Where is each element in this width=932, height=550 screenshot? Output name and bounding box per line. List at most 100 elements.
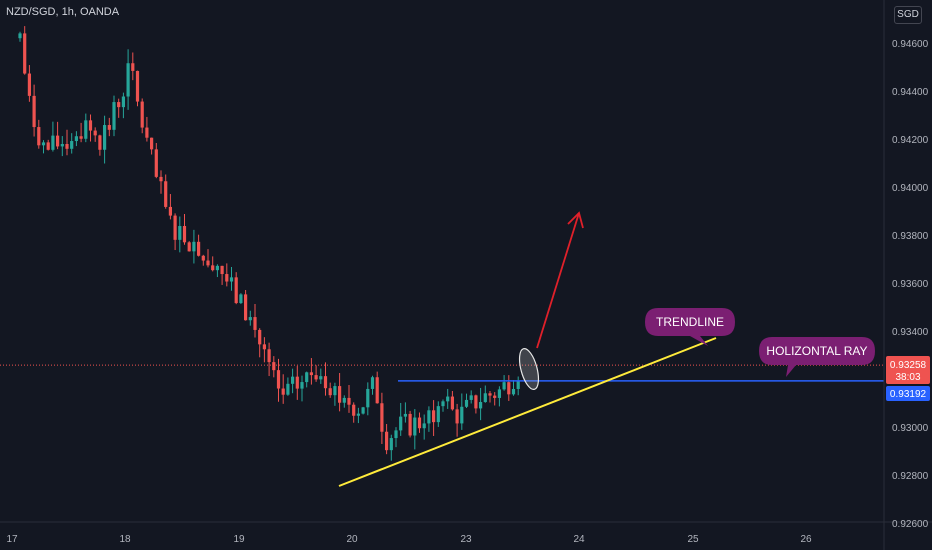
candle-body: [192, 241, 196, 252]
candle-body: [32, 95, 36, 128]
candle-body: [338, 386, 342, 403]
current-price-label: 0.93258 38:03: [886, 356, 930, 384]
candle-body: [516, 380, 520, 389]
trendline[interactable]: [338, 337, 717, 487]
candle-body: [361, 407, 365, 414]
candle-body: [408, 413, 412, 436]
candle-body: [135, 70, 140, 102]
breakout-ellipse[interactable]: [516, 347, 542, 392]
candle-body: [234, 277, 238, 304]
candle-body: [201, 255, 205, 261]
candle-body: [239, 294, 243, 304]
trendline-callout[interactable]: TRENDLINE: [645, 308, 735, 346]
candle-body: [497, 389, 501, 398]
candle-body: [168, 206, 172, 216]
candle-body: [370, 377, 375, 389]
time-tick-label: 18: [119, 534, 131, 545]
candle-body: [455, 409, 459, 424]
candle-body: [145, 127, 149, 138]
candle-body: [399, 416, 403, 431]
candle-body: [403, 413, 407, 417]
candle-body: [225, 274, 229, 282]
candle-body: [474, 395, 478, 409]
candle-body: [488, 393, 492, 396]
candle-body: [366, 388, 370, 408]
candle-body: [258, 329, 262, 345]
candle-body: [347, 397, 351, 405]
price-tick-label: 0.92600: [892, 519, 929, 530]
candle-body: [93, 130, 97, 136]
price-tick-label: 0.92800: [892, 471, 929, 482]
price-tick-label: 0.93800: [892, 231, 929, 242]
candle-body: [103, 125, 107, 150]
candle-body: [211, 265, 215, 271]
price-tick-label: 0.93400: [892, 327, 929, 338]
candle-body: [23, 33, 27, 74]
candle-body: [493, 395, 497, 398]
candle-body: [262, 344, 266, 350]
candle-body: [309, 372, 313, 376]
candle-body: [65, 144, 69, 149]
current-price-box: [886, 356, 930, 384]
candle-body: [394, 430, 398, 439]
candle-body: [159, 176, 163, 182]
candle-body: [267, 349, 271, 363]
candle-body: [84, 120, 88, 139]
candle-body: [305, 372, 309, 383]
candle-body: [215, 265, 219, 271]
candle-body: [441, 401, 445, 407]
candle-body: [51, 135, 55, 150]
candle-body: [56, 135, 60, 147]
candle-body: [79, 136, 83, 139]
candle-body: [253, 317, 257, 330]
candle-body: [272, 362, 276, 371]
candle-body: [206, 260, 210, 266]
price-tick-label: 0.94600: [892, 39, 929, 50]
candle-body: [88, 120, 93, 131]
ray-price-label: 0.93192: [886, 386, 930, 401]
candle-body: [117, 102, 121, 108]
currency-button[interactable]: SGD: [894, 6, 922, 24]
price-tick-label: 0.94200: [892, 135, 929, 146]
candle-body: [140, 101, 144, 128]
candle-body: [333, 386, 337, 396]
time-axis[interactable]: 17 18 19 20 23 24 25 26: [6, 534, 812, 545]
current-price-value: 0.93258: [890, 360, 927, 371]
price-axis[interactable]: 0.94600 0.94400 0.94200 0.94000 0.93800 0.936…: [892, 39, 929, 530]
candle-body: [295, 376, 299, 389]
price-tick-label: 0.94000: [892, 183, 929, 194]
candle-body: [328, 388, 332, 396]
candle-body: [46, 142, 50, 150]
candle-body: [197, 241, 201, 256]
price-tick-label: 0.94400: [892, 87, 929, 98]
candle-body: [286, 383, 290, 395]
ray-callout[interactable]: HOLIZONTAL RAY: [759, 337, 875, 377]
trendline-callout-label: TRENDLINE: [656, 315, 724, 329]
candle-body: [511, 388, 516, 395]
candle-body: [220, 265, 224, 275]
candle-body: [98, 135, 102, 150]
target-arrow[interactable]: [536, 212, 580, 349]
candle-body: [107, 125, 111, 130]
candle-body: [300, 382, 304, 389]
candle-body: [436, 406, 440, 423]
candle-body: [413, 417, 417, 436]
candle-body: [460, 406, 464, 424]
time-tick-label: 25: [687, 534, 699, 545]
candle-body: [164, 181, 168, 207]
candle-body: [479, 402, 483, 409]
candle-body: [131, 63, 135, 71]
candle-body: [375, 377, 379, 404]
bar-countdown: 38:03: [895, 372, 920, 383]
candle-body: [319, 376, 323, 380]
ray-price-value: 0.93192: [890, 389, 927, 400]
candle-body: [187, 242, 191, 252]
time-tick-label: 17: [6, 534, 18, 545]
price-tick-label: 0.93000: [892, 423, 929, 434]
candle-body: [182, 226, 187, 243]
candle-body: [422, 423, 426, 429]
symbol-title: NZD/SGD, 1h, OANDA: [6, 6, 120, 18]
time-tick-label: 23: [460, 534, 472, 545]
candle-body: [121, 96, 125, 108]
